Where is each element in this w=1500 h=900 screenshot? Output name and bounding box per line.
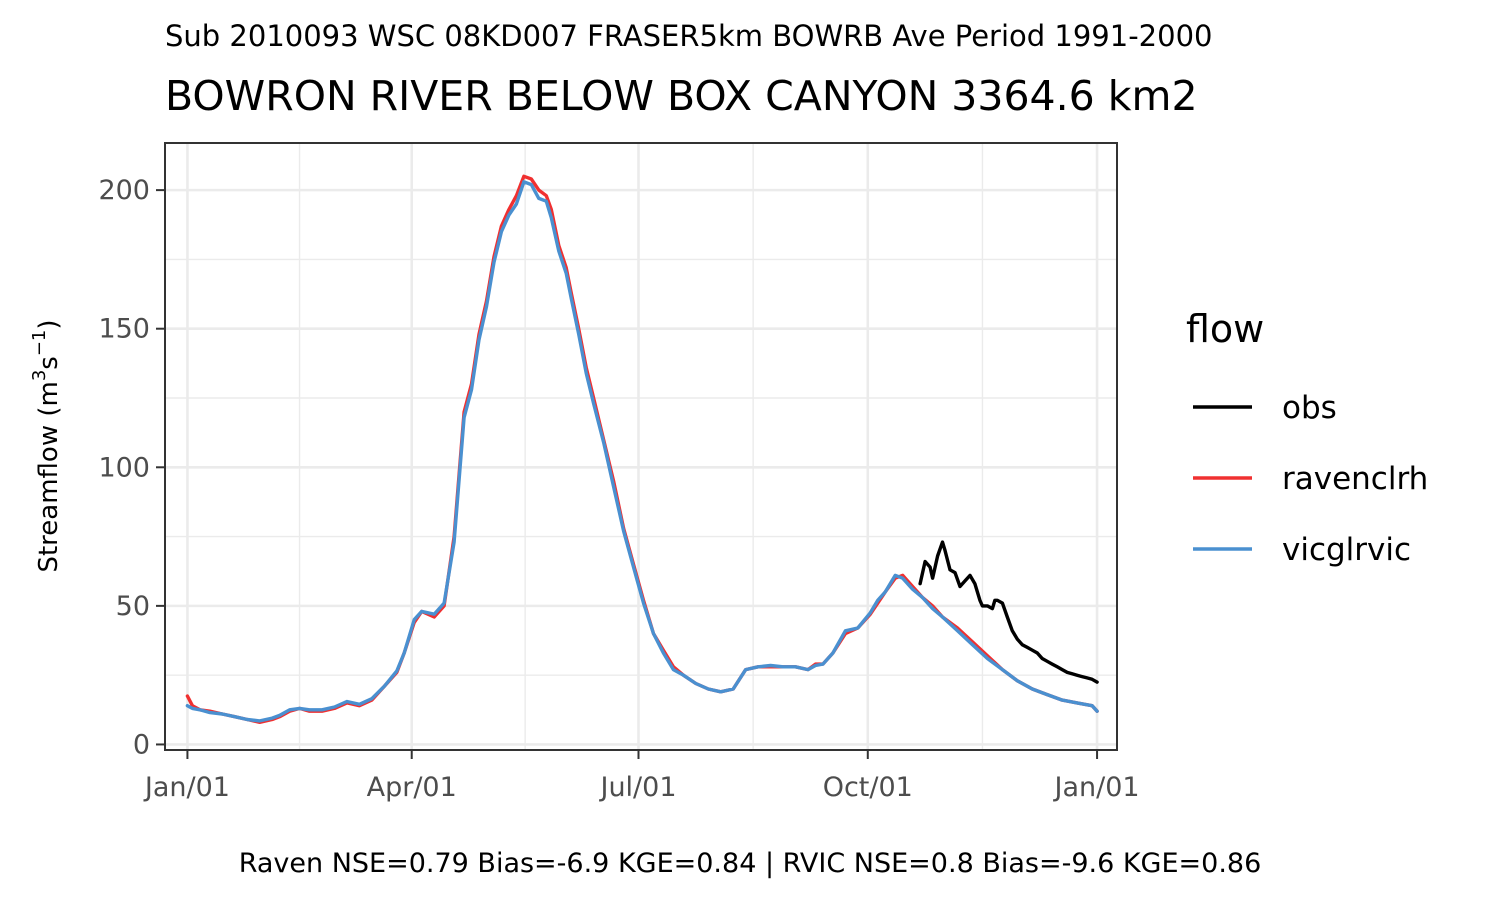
chart-subtitle: Sub 2010093 WSC 08KD007 FRASER5km BOWRB … <box>165 19 1212 53</box>
x-tick-label: Apr/01 <box>367 772 457 803</box>
legend-label-vicglrvic: vicglrvic <box>1282 532 1411 568</box>
x-tick-label: Oct/01 <box>823 772 913 803</box>
plot-border <box>164 142 1118 751</box>
y-tick-label: 50 <box>116 591 150 622</box>
y-axis-label-end: ) <box>34 319 64 329</box>
chart-title: BOWRON RIVER BELOW BOX CANYON 3364.6 km2 <box>165 72 1198 120</box>
y-axis-label-sup2: −1 <box>29 330 50 357</box>
x-tick-label: Jul/01 <box>598 772 676 803</box>
x-axis: Jan/01 Apr/01 Jul/01 Oct/01 Jan/01 <box>143 750 1140 803</box>
series-line-vicglrvic <box>185 180 1099 723</box>
plot-panel <box>165 143 1117 750</box>
x-tick-label: Jan/01 <box>143 772 230 803</box>
legend: flow obs ravenclrh vicglrvic <box>1186 307 1428 568</box>
legend-label-ravenclrh: ravenclrh <box>1282 461 1428 497</box>
legend-title: flow <box>1186 307 1264 351</box>
legend-label-obs: obs <box>1282 390 1337 426</box>
x-tick-label: Jan/01 <box>1053 772 1140 803</box>
y-axis-label-main: Streamflow (m <box>34 381 64 572</box>
y-axis-label-mid: s <box>34 356 64 370</box>
y-axis: 0 50 100 150 200 <box>98 175 165 760</box>
y-tick-label: 100 <box>98 452 150 483</box>
y-axis-label: Streamflow (m3s−1) <box>29 319 64 572</box>
chart-footer: Raven NSE=0.79 Bias=-6.9 KGE=0.84 | RVIC… <box>239 848 1262 879</box>
y-tick-label: 200 <box>98 175 150 206</box>
y-tick-label: 150 <box>98 314 150 345</box>
y-tick-label: 0 <box>133 729 150 760</box>
series-lines <box>185 174 1099 724</box>
y-axis-label-sup1: 3 <box>29 370 50 381</box>
series-line-obs <box>918 540 1099 684</box>
grid-lines <box>165 143 1117 750</box>
